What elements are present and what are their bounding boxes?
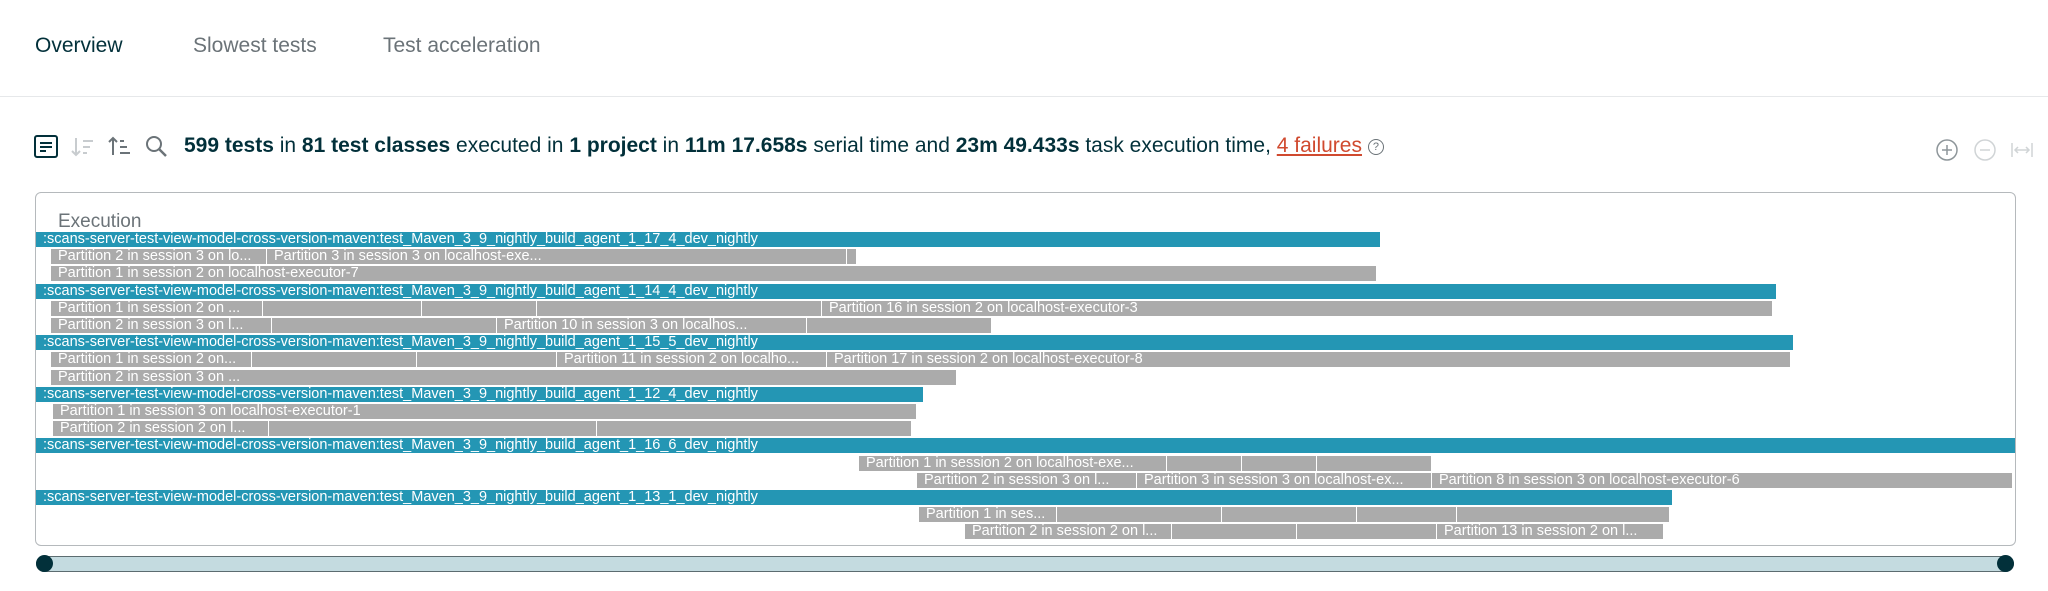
partition-bar[interactable] [416,352,556,368]
partition-bar[interactable] [1316,455,1431,471]
partition-bar[interactable]: Partition 8 in session 3 on localhost-ex… [1431,472,2012,488]
tab-bar: Overview Slowest tests Test acceleration [0,0,2048,97]
test-summary: 599 tests in 81 test classes executed in… [184,134,1384,158]
project-task-bar[interactable]: :scans-server-test-view-model-cross-vers… [36,438,2015,454]
tab-overview[interactable]: Overview [35,34,123,57]
partition-bar[interactable] [1056,507,1221,523]
partition-bar[interactable] [421,300,536,316]
partition-bar[interactable]: Partition 2 in session 3 on l... [50,318,271,333]
partition-bar[interactable]: Partition 1 in session 2 on localhost-ex… [858,455,1166,471]
execution-timeline: Execution :scans-server-test-view-model-… [35,192,2016,546]
partition-bar[interactable]: Partition 2 in session 2 on l... [964,524,1171,540]
partition-bar[interactable] [1221,507,1356,523]
search-icon[interactable] [143,133,171,161]
list-view-icon[interactable] [33,133,61,161]
class-count: 81 test classes [301,134,451,157]
scrollbar-left-handle[interactable] [36,555,53,572]
sort-ascending-icon[interactable] [107,133,135,161]
partition-bar[interactable] [846,249,856,265]
tab-slowest-tests[interactable]: Slowest tests [193,34,317,57]
partition-bar[interactable] [271,318,496,333]
partition-bar[interactable] [1241,455,1316,471]
partition-bar[interactable] [1166,455,1241,471]
zoom-out-icon[interactable] [1973,138,1997,162]
partition-bar[interactable] [251,352,416,368]
partition-bar[interactable] [1296,524,1436,540]
partition-bar[interactable]: Partition 1 in session 2 on ... [50,300,262,316]
partition-bar[interactable]: Partition 2 in session 2 on l... [52,421,268,437]
sort-descending-icon[interactable] [70,133,98,161]
partition-bar[interactable] [596,421,911,437]
partition-bar[interactable]: Partition 1 in session 3 on localhost-ex… [52,404,916,419]
partition-bar[interactable]: Partition 11 in session 2 on localho... [556,352,826,368]
partition-bar[interactable]: Partition 2 in session 3 on lo... [50,249,266,265]
partition-bar[interactable] [1171,524,1296,540]
partition-bar[interactable] [268,421,596,437]
partition-bar[interactable] [1456,507,1669,523]
partition-bar[interactable] [806,318,991,333]
partition-bar[interactable]: Partition 17 in session 2 on localhost-e… [826,352,1790,368]
partition-bar[interactable] [536,300,821,316]
timeline-scrollbar[interactable] [36,555,2014,572]
serial-time: 11m 17.658s [684,134,808,157]
project-task-bar[interactable]: :scans-server-test-view-model-cross-vers… [36,386,923,402]
failures-link[interactable]: 4 failures [1276,134,1362,157]
project-task-bar[interactable]: :scans-server-test-view-model-cross-vers… [36,490,1672,505]
partition-bar[interactable] [1356,507,1456,523]
timeline-title: Execution [58,211,142,232]
partition-bar[interactable]: Partition 3 in session 3 on localhost-ex… [1136,472,1431,488]
partition-bar[interactable]: Partition 2 in session 3 on ... [50,369,956,385]
partition-bar[interactable]: Partition 1 in ses... [918,507,1056,523]
partition-bar[interactable] [262,300,421,316]
partition-bar[interactable]: Partition 1 in session 2 on localhost-ex… [50,266,1376,282]
partition-bar[interactable]: Partition 2 in session 3 on l... [916,472,1136,488]
test-count: 599 tests [184,134,274,157]
partition-bar[interactable]: Partition 13 in session 2 on l... [1436,524,1663,540]
project-task-bar[interactable]: :scans-server-test-view-model-cross-vers… [36,335,1793,351]
partition-bar[interactable]: Partition 10 in session 3 on localhos... [496,318,806,333]
scrollbar-right-handle[interactable] [1997,555,2014,572]
partition-bar[interactable]: Partition 16 in session 2 on localhost-e… [821,300,1772,316]
zoom-in-icon[interactable] [1935,138,1959,162]
project-task-bar[interactable]: :scans-server-test-view-model-cross-vers… [36,232,1380,247]
task-time: 23m 49.433s [955,134,1080,157]
help-icon[interactable]: ? [1367,139,1384,155]
project-count: 1 project [569,134,657,157]
fit-width-icon[interactable] [2010,138,2034,162]
project-task-bar[interactable]: :scans-server-test-view-model-cross-vers… [36,283,1776,299]
partition-bar[interactable]: Partition 3 in session 3 on localhost-ex… [266,249,846,265]
tab-test-acceleration[interactable]: Test acceleration [383,34,541,57]
partition-bar[interactable]: Partition 1 in session 2 on... [50,352,251,368]
